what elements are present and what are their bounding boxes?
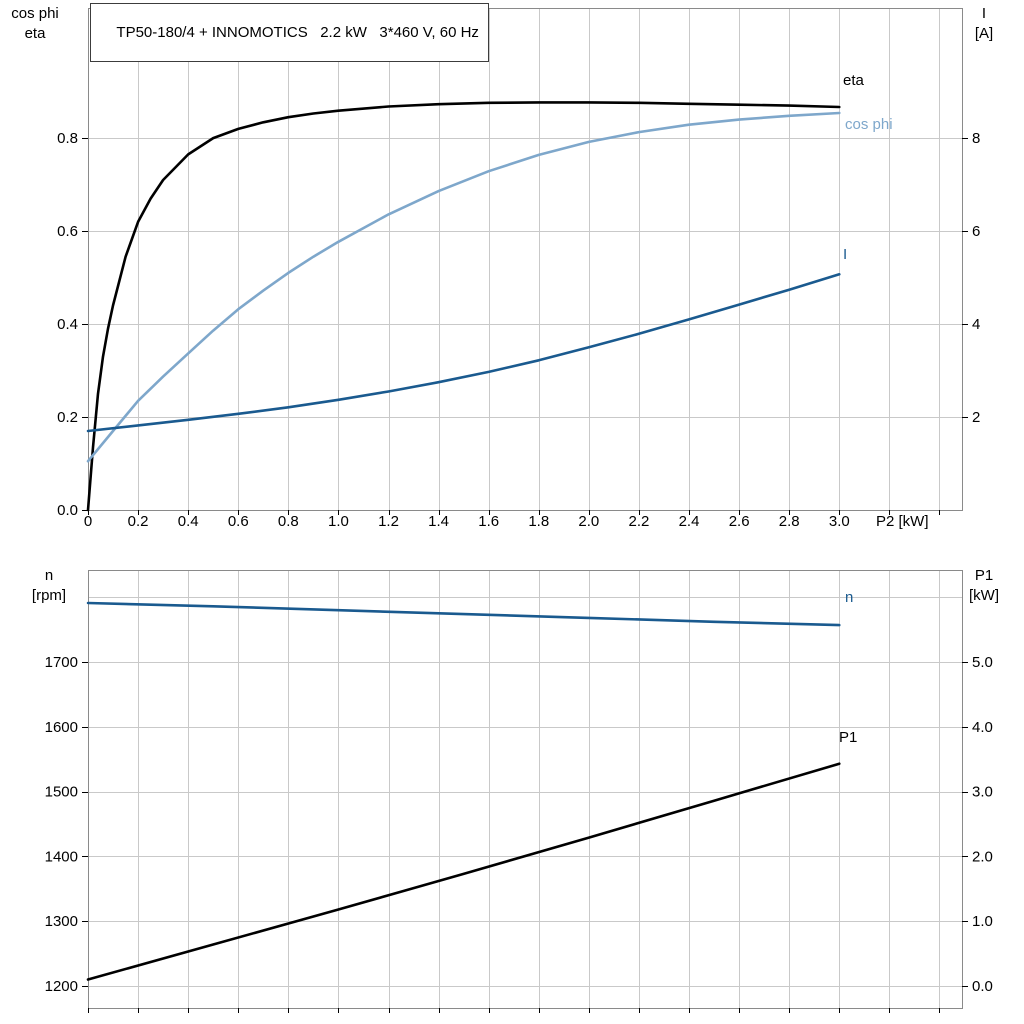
x-tick-label: 2.0 — [578, 513, 599, 530]
top-right-axis-title: I [A] — [954, 4, 1014, 44]
y-tick-label-left: 0.0 — [57, 502, 78, 519]
top-left-axis-line1: cos phi — [11, 5, 59, 22]
y-tick-label-right: 5.0 — [972, 654, 993, 671]
y-tick-label-right: 0.0 — [972, 978, 993, 995]
x-tick-label: 1.0 — [328, 513, 349, 530]
curve-label-eta: eta — [843, 72, 864, 89]
y-tick-label-left: 0.6 — [57, 223, 78, 240]
bottom-left-axis-title: n [rpm] — [17, 566, 81, 606]
y-tick-label-right: 1.0 — [972, 913, 993, 930]
top-right-axis-line1: I — [981, 5, 987, 22]
x-tick-label: 2.8 — [779, 513, 800, 530]
bottom-left-axis-line1: n — [44, 567, 54, 584]
curve-label-input-power: P1 — [839, 729, 858, 746]
y-tick-label-right: 4.0 — [972, 719, 993, 736]
y-tick-label-left: 1600 — [45, 719, 78, 736]
series-n — [86, 601, 841, 627]
plot-frame — [88, 570, 963, 1009]
y-tick-label-left: 0.2 — [57, 409, 78, 426]
curve-label-cos-phi: cos phi — [845, 116, 893, 133]
bottom-right-axis-title: P1 [kW] — [954, 566, 1014, 606]
x-tick-label: 0.8 — [278, 513, 299, 530]
plot-frame — [88, 8, 963, 511]
x-tick-label: 1.2 — [378, 513, 399, 530]
y-tick-label-left: 0.8 — [57, 130, 78, 147]
y-tick-label-left: 1300 — [45, 913, 78, 930]
x-tick-label: 1.8 — [528, 513, 549, 530]
y-tick-label-left: 1500 — [45, 784, 78, 801]
x-tick-label: 2.2 — [629, 513, 650, 530]
top-left-axis-line2: eta — [24, 25, 46, 42]
series-p1 — [86, 762, 841, 981]
x-tick-label: 0.2 — [128, 513, 149, 530]
top-left-axis-title: cos phi eta — [2, 4, 68, 44]
y-tick-label-left: 1400 — [45, 848, 78, 865]
x-axis-title: P2 [kW] — [876, 513, 929, 530]
efficiency-current-chart: 0 0.2 0.4 0.6 0.8 1.0 1.2 1.4 1.6 1.8 2.0 2.2 2.4 2.6… — [57, 8, 980, 530]
x-tick-label: 2.6 — [729, 513, 750, 530]
chart-title: TP50-180/4 + INNOMOTICS 2.2 kW 3*460 V, … — [116, 24, 479, 41]
curve-label-current: I — [843, 246, 848, 263]
series-cos-phi — [86, 111, 841, 463]
bottom-right-axis-line1: P1 — [974, 567, 994, 584]
y-tick-label-right: 3.0 — [972, 784, 993, 801]
x-tick-label: 0.4 — [178, 513, 199, 530]
curve-label-speed: n — [845, 589, 854, 606]
y-tick-label-right: 2.0 — [972, 848, 993, 865]
x-tick-label: 3.0 — [829, 513, 850, 530]
y-tick-label-left: 1700 — [45, 654, 78, 671]
x-tick-label: 2.4 — [679, 513, 700, 530]
y-tick-label-right: 2 — [972, 409, 980, 426]
y-tick-label-right: 4 — [972, 316, 980, 333]
speed-input-power-chart: 1200 1300 1400 1500 1600 1700 0.0 1.0 2.0 3.0 4.0 5… — [45, 570, 993, 1013]
y-tick-label-right: 8 — [972, 130, 980, 147]
bottom-left-axis-line2: [rpm] — [31, 587, 67, 604]
top-right-axis-line2: [A] — [974, 25, 994, 42]
y-tick-label-right: 6 — [972, 223, 980, 240]
y-tick-label-left: 0.4 — [57, 316, 78, 333]
x-tick-label: 0.6 — [228, 513, 249, 530]
chart-title-box: TP50-180/4 + INNOMOTICS 2.2 kW 3*460 V, … — [90, 3, 489, 62]
x-tick-label: 1.6 — [478, 513, 499, 530]
x-tick-label: 1.4 — [428, 513, 449, 530]
x-tick-label: 0 — [84, 513, 92, 530]
series-i — [86, 272, 841, 433]
bottom-right-axis-line2: [kW] — [969, 587, 999, 604]
series-eta — [86, 101, 841, 512]
y-tick-label-left: 1200 — [45, 978, 78, 995]
